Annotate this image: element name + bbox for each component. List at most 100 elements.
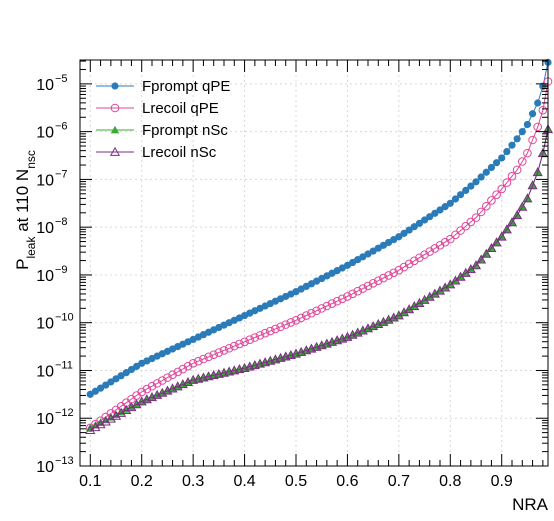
data-point: [393, 310, 404, 320]
data-point: [533, 122, 543, 132]
y-axis-title-sub: leak: [24, 236, 38, 259]
data-point: [419, 294, 430, 304]
legend-item: Fprompt nSc: [96, 122, 228, 139]
y-tick-mantissa: 10: [36, 125, 54, 142]
data-point: [517, 157, 527, 166]
data-point: [286, 318, 296, 327]
y-tick-exponent: −12: [55, 407, 74, 419]
x-tick-label: 0.1: [79, 473, 101, 490]
data-point: [441, 203, 449, 211]
y-tick-label: 10: [36, 363, 54, 380]
legend-item: Lrecoil nSc: [96, 144, 217, 161]
axis-ticks: [80, 60, 548, 467]
data-point: [429, 288, 440, 298]
data-point: [431, 209, 439, 217]
x-tick-label: 0.5: [285, 473, 307, 490]
data-point: [400, 229, 408, 237]
data-point: [476, 207, 486, 217]
data-point: [307, 308, 316, 318]
data-point: [487, 163, 496, 172]
data-point: [173, 367, 183, 377]
data-point: [142, 384, 152, 394]
data-point: [95, 419, 106, 429]
data-point: [116, 407, 127, 417]
data-point: [131, 399, 142, 409]
series-layer: [85, 58, 554, 435]
x-tick-label: 0.7: [388, 473, 410, 490]
y-tick-exponent: −5: [55, 73, 68, 85]
data-point: [420, 216, 429, 224]
data-point: [456, 191, 465, 199]
data-point: [518, 128, 526, 136]
y-tick-mantissa: 10: [36, 316, 54, 333]
data-point: [492, 159, 501, 167]
data-point: [425, 247, 435, 256]
data-point: [214, 348, 224, 357]
data-point: [404, 304, 415, 314]
data-point: [528, 110, 537, 118]
y-tick-label: 10: [36, 459, 54, 476]
data-point: [110, 410, 122, 420]
data-point: [512, 165, 522, 175]
data-point: [183, 361, 193, 371]
y-tick-mantissa: 10: [36, 220, 54, 237]
data-point: [353, 286, 363, 296]
data-point: [481, 248, 492, 258]
x-tick-label: 0.3: [182, 473, 204, 490]
data-point: [482, 168, 490, 176]
y-tick-mantissa: 10: [36, 459, 54, 476]
data-point: [486, 242, 497, 253]
data-point: [436, 206, 444, 214]
x-tick-label: 0.2: [131, 473, 153, 490]
data-point: [528, 135, 537, 145]
data-point: [255, 331, 265, 340]
data-point: [440, 282, 451, 292]
data-point: [343, 292, 352, 301]
legend-label: Fprompt nSc: [142, 122, 228, 139]
data-point: [430, 244, 440, 253]
data-point: [445, 234, 455, 244]
data-point: [414, 297, 425, 307]
data-point: [312, 306, 321, 316]
data-point: [363, 281, 373, 291]
data-point: [85, 424, 96, 435]
data-point: [296, 313, 306, 323]
y-axis-title-mid: at 110 N: [13, 169, 32, 237]
y-tick-mantissa: 10: [36, 268, 54, 285]
data-point: [523, 148, 532, 158]
data-point: [409, 256, 419, 266]
y-tick-exponent: −11: [55, 359, 73, 371]
data-point: [90, 422, 101, 432]
data-point: [522, 193, 533, 203]
plot-frame: [79, 59, 549, 467]
data-point: [152, 379, 162, 388]
legend-marker: [110, 125, 120, 134]
data-point: [301, 311, 311, 320]
data-point: [281, 320, 291, 329]
data-point: [271, 324, 280, 334]
data-point: [404, 259, 414, 269]
data-point: [250, 333, 260, 342]
data-point: [440, 237, 450, 247]
data-point: [368, 279, 378, 288]
data-point: [492, 190, 501, 199]
y-tick-exponent: −13: [55, 455, 74, 467]
data-point: [508, 141, 516, 149]
data-point: [121, 404, 132, 414]
data-point: [291, 316, 301, 325]
data-point: [100, 416, 111, 426]
data-point: [229, 341, 239, 351]
data-point: [538, 105, 548, 115]
legend-marker: [111, 82, 119, 90]
data-point: [373, 276, 383, 285]
data-point: [420, 250, 429, 259]
legend: Fprompt qPE Lrecoil qPE Fprompt nSc Lrecoil…: [96, 78, 230, 161]
y-tick-label: 10: [36, 220, 54, 237]
data-point: [470, 260, 482, 270]
y-tick-mantissa: 10: [36, 363, 54, 380]
y-tick-label: 10: [36, 77, 54, 94]
data-point: [168, 370, 177, 380]
data-point: [260, 328, 270, 338]
legend-marker: [109, 146, 121, 156]
